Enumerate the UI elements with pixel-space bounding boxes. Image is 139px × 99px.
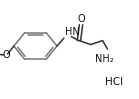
Text: O: O [78, 14, 85, 24]
Text: HN: HN [65, 27, 79, 37]
Text: HCl: HCl [105, 77, 123, 87]
Text: NH₂: NH₂ [95, 54, 114, 64]
Text: O: O [3, 50, 10, 60]
